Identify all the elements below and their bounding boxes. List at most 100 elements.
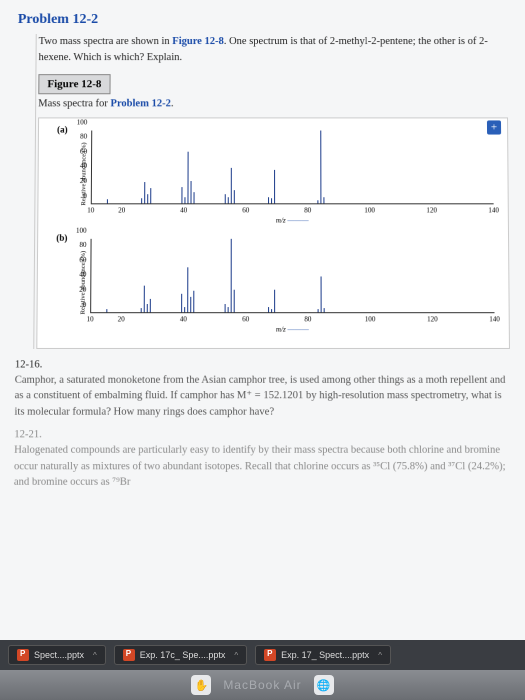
x-arrow-a: ——— (287, 216, 308, 224)
spectrum-peak (271, 198, 272, 202)
spectrum-peak (234, 290, 235, 312)
y-tick: 60 (79, 256, 86, 264)
y-tick: 40 (79, 271, 86, 279)
spectrum-peak (151, 188, 152, 203)
x-arrow-b: ——— (288, 325, 309, 333)
y-tick: 20 (79, 286, 86, 294)
hand-icon: ✋ (191, 675, 211, 695)
problem-text-1: Two mass spectra are shown in (39, 36, 173, 47)
x-tick: 20 (118, 206, 125, 214)
x-label-a: m/z ——— (276, 216, 309, 224)
x-tick: 60 (242, 315, 249, 323)
x-axis-a: m/z ——— 1020406080100120140 (91, 204, 494, 222)
figure-caption-link[interactable]: Problem 12-2 (110, 98, 170, 109)
x-tick: 60 (242, 206, 249, 214)
macbook-text: MacBook Air (223, 678, 301, 692)
spectrum-peak (191, 181, 192, 203)
x-tick: 80 (304, 315, 311, 323)
powerpoint-icon (17, 649, 29, 661)
y-axis-a: 020406080100 (69, 130, 90, 204)
section-1-text: Camphor, a saturated monoketone from the… (14, 372, 510, 421)
spectrum-peak (317, 200, 318, 203)
x-tick: 10 (87, 315, 94, 323)
problem-text: Two mass spectra are shown in Figure 12-… (38, 34, 507, 66)
spectrum-peak (190, 297, 191, 312)
problem-link[interactable]: Figure 12-8 (172, 36, 224, 47)
download-item-0[interactable]: Spect....pptx ^ (8, 645, 106, 665)
x-tick: 100 (364, 206, 375, 214)
spectrum-peak (268, 197, 269, 203)
x-tick: 40 (180, 206, 187, 214)
y-tick: 60 (80, 147, 87, 155)
spectrum-peak (231, 238, 232, 311)
x-label-text-a: m/z (276, 216, 286, 224)
problem-title: Problem 12-2 (18, 12, 507, 28)
y-tick: 40 (80, 162, 87, 170)
chevron-up-icon: ^ (234, 651, 238, 660)
spectrum-peak (320, 130, 321, 203)
download-name-0: Spect....pptx (34, 650, 84, 660)
chart-a-label: (a) (57, 124, 68, 134)
spectrum-peak (274, 170, 275, 203)
powerpoint-icon (123, 649, 135, 661)
download-bar: Spect....pptx ^ Exp. 17c_ Spe....pptx^ Ex… (0, 640, 525, 670)
spectrum-peak (271, 309, 272, 312)
figure-label: Figure 12-8 (38, 74, 110, 94)
spectrum-peak (194, 291, 195, 312)
chart-a: (a) Relative abundance (%) 020406080100 … (46, 126, 504, 222)
download-item-2[interactable]: Exp. 17_ Spect....pptx^ (255, 645, 391, 665)
section-2-text: Halogenated compounds are particularly e… (14, 442, 511, 491)
spectrum-peak (274, 290, 275, 312)
spectrum-peak (147, 304, 148, 311)
x-tick: 140 (488, 206, 499, 214)
plot-b (90, 238, 494, 312)
x-label-b: m/z ——— (276, 325, 309, 333)
section-2-num: 12-21. (14, 429, 511, 440)
chevron-up-icon: ^ (93, 651, 97, 660)
powerpoint-icon (264, 649, 276, 661)
spectrum-peak (181, 187, 182, 203)
spectrum-peak (147, 194, 148, 203)
x-tick: 120 (427, 315, 438, 323)
spectrum-peak (234, 190, 235, 203)
x-tick: 40 (180, 315, 187, 323)
spectrum-peak (268, 307, 269, 311)
download-item-1[interactable]: Exp. 17c_ Spe....pptx^ (114, 645, 247, 665)
spectrum-peak (187, 268, 188, 312)
section-1-num: 12-16. (15, 359, 510, 370)
figure-caption: Mass spectra for Problem 12-2. (38, 98, 508, 109)
y-tick: 0 (83, 300, 87, 308)
y-tick: 20 (80, 177, 87, 185)
figure-caption-1: Mass spectra for (38, 98, 110, 109)
spectrum-peak (185, 197, 186, 203)
problem-indent: Two mass spectra are shown in Figure 12-… (33, 34, 510, 348)
spectrum-peak (107, 309, 108, 312)
y-tick: 0 (83, 192, 87, 200)
chevron-up-icon: ^ (378, 651, 382, 660)
spectrum-peak (107, 199, 108, 203)
spectrum-peak (184, 307, 185, 311)
x-axis-b: m/z ——— 1020406080100120140 (90, 313, 495, 331)
x-tick: 80 (304, 206, 311, 214)
spectrum-peak (144, 182, 145, 202)
spectrum-peak (188, 152, 189, 203)
spectrum-peak (321, 276, 322, 311)
spectrum-peak (324, 197, 325, 203)
spectrum-peak (225, 304, 226, 311)
x-tick: 140 (489, 315, 500, 323)
globe-icon: 🌐 (314, 675, 334, 695)
spectrum-peak (228, 197, 229, 203)
spectrum-peak (194, 192, 195, 203)
spectrum-peak (231, 168, 232, 203)
y-tick: 80 (80, 133, 87, 141)
spectrum-peak (324, 308, 325, 312)
figure-caption-2: . (171, 98, 174, 109)
x-tick: 100 (365, 315, 376, 323)
x-label-text-b: m/z (276, 325, 286, 333)
x-tick: 120 (426, 206, 437, 214)
y-tick: 80 (79, 241, 86, 249)
spectrum-peak (181, 293, 182, 311)
y-tick: 100 (76, 226, 87, 234)
spectrum-peak (318, 309, 319, 311)
spectrum-peak (150, 298, 151, 311)
